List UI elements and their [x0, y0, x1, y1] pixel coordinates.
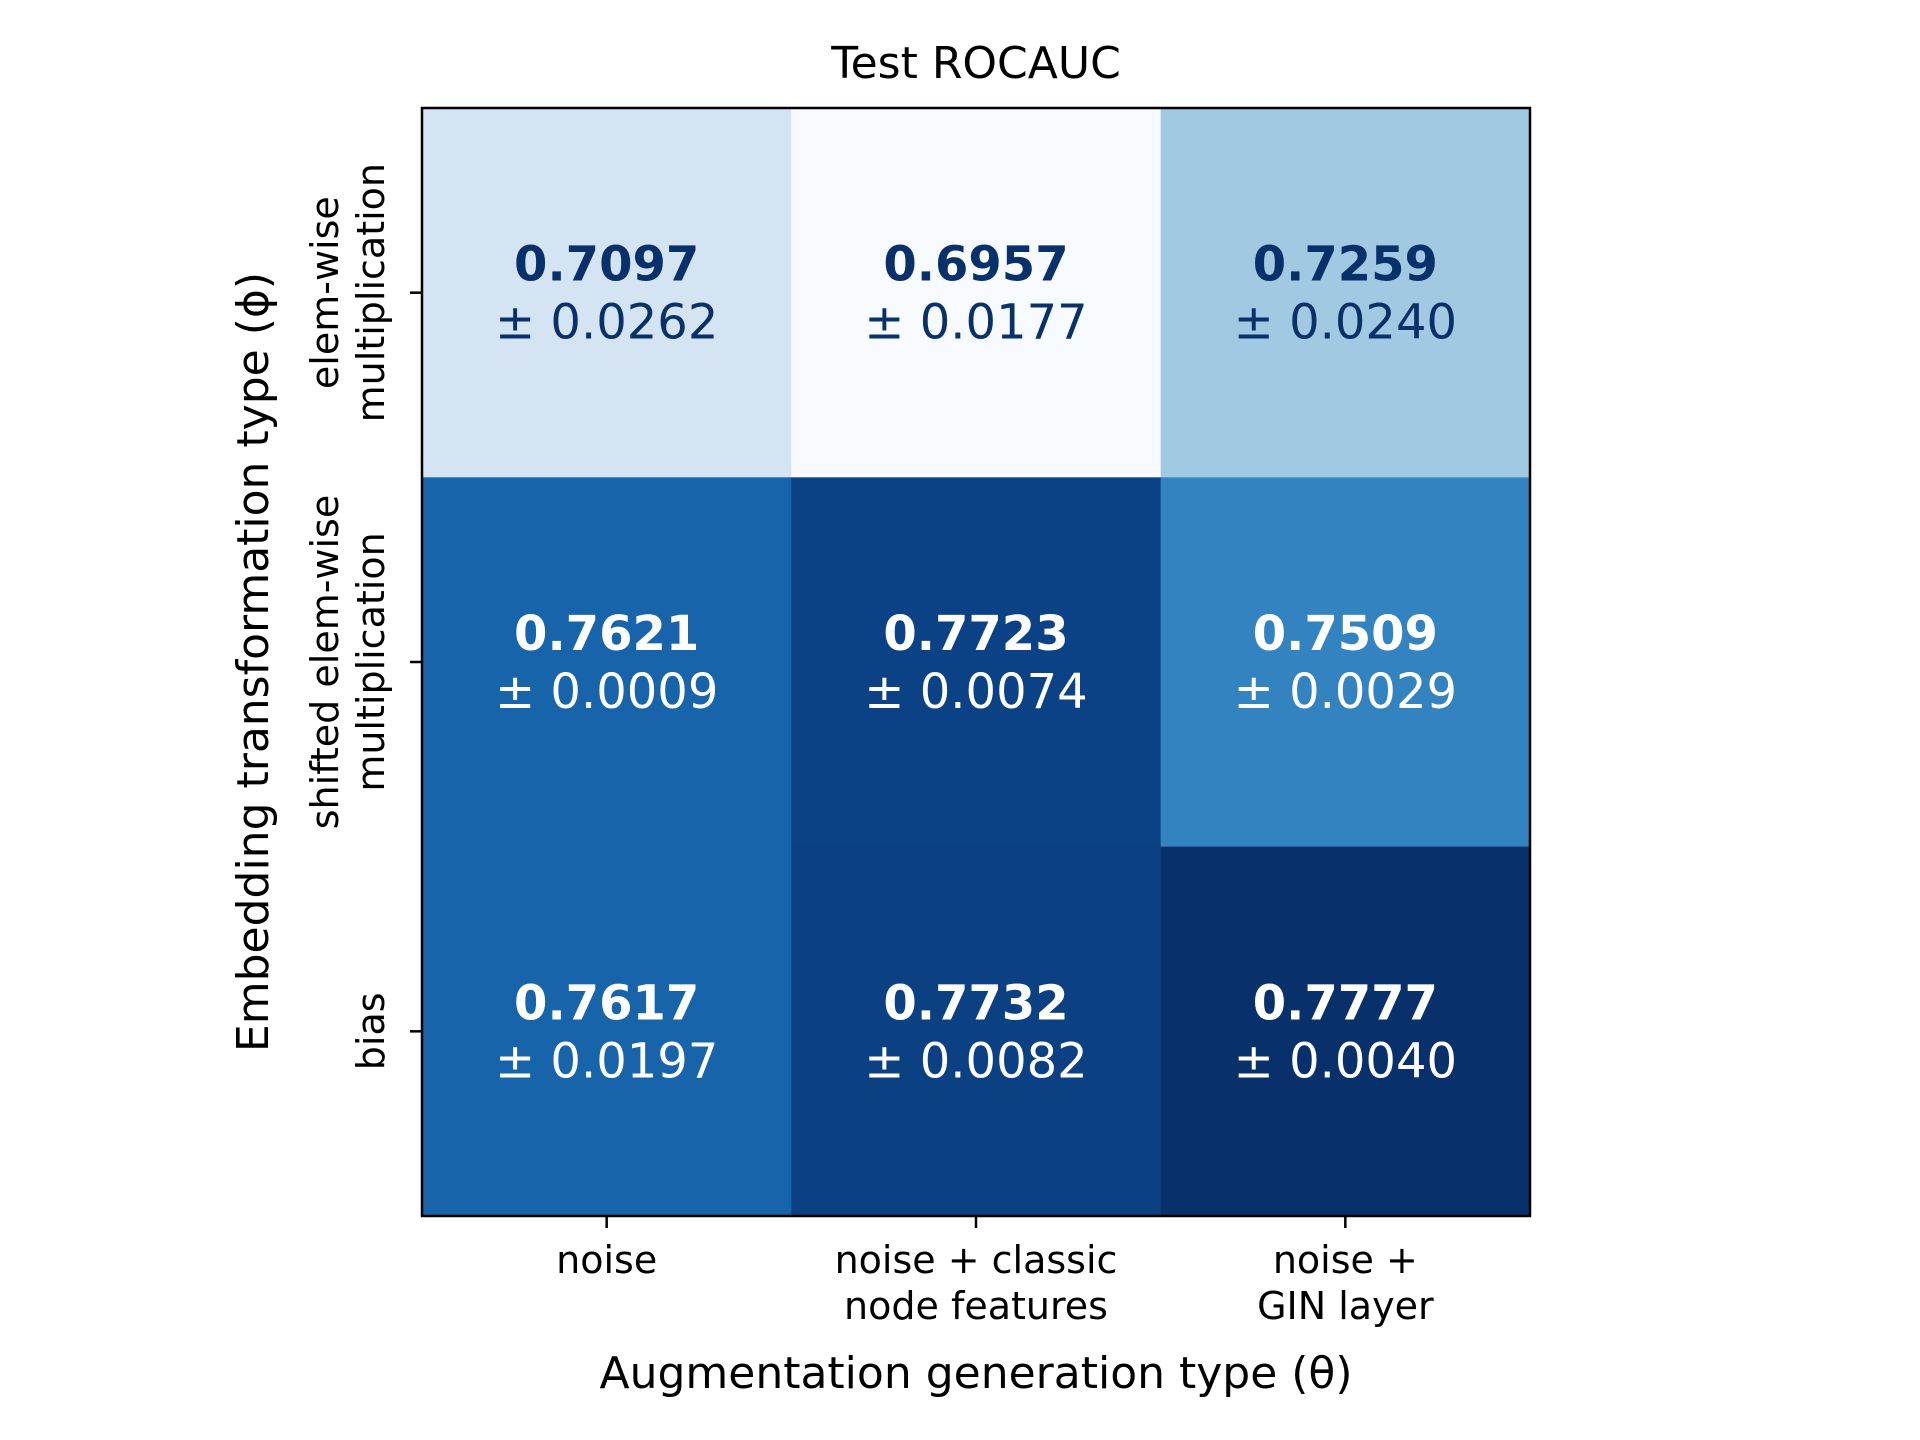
cell-mean-label: 0.7259: [1253, 237, 1438, 293]
heatmap-cell: 0.7617± 0.0197: [422, 846, 792, 1217]
cell-mean-label: 0.7777: [1253, 975, 1438, 1031]
heatmap-cell: 0.7259± 0.0240: [1160, 108, 1531, 478]
heatmap-cell-rect: [422, 477, 792, 848]
cell-mean-label: 0.7723: [883, 606, 1068, 662]
cell-std-label: ± 0.0029: [1234, 664, 1457, 720]
y-tick-label: shifted elem-wise: [303, 495, 347, 830]
heatmap-cell-rect: [422, 108, 792, 478]
cell-mean-label: 0.7732: [883, 975, 1068, 1031]
x-tick-label: GIN layer: [1257, 1284, 1434, 1328]
y-axis-label: Embedding transformation type (ϕ): [228, 272, 279, 1052]
chart-title: Test ROCAUC: [830, 38, 1121, 89]
cell-std-label: ± 0.0197: [495, 1033, 718, 1089]
heatmap-cell-rect: [1160, 108, 1531, 478]
heatmap-cell-rect: [1160, 477, 1531, 848]
heatmap-cell-rect: [791, 477, 1162, 848]
cell-mean-label: 0.7509: [1253, 606, 1438, 662]
heatmap-cell: 0.6957± 0.0177: [791, 108, 1162, 478]
cell-mean-label: 0.7621: [514, 606, 699, 662]
heatmap-cell-rect: [791, 846, 1162, 1217]
cell-std-label: ± 0.0040: [1234, 1033, 1457, 1089]
heatmap-cell: 0.7509± 0.0029: [1160, 477, 1531, 848]
cell-std-label: ± 0.0262: [495, 295, 718, 351]
x-tick-label: noise + classic: [835, 1238, 1118, 1282]
cell-std-label: ± 0.0009: [495, 664, 718, 720]
heatmap-cell: 0.7621± 0.0009: [422, 477, 792, 848]
cell-std-label: ± 0.0240: [1234, 295, 1457, 351]
y-tick-label: elem-wise: [303, 196, 347, 389]
y-tick-label: multiplication: [349, 532, 393, 791]
y-tick-label: multiplication: [349, 163, 393, 422]
cell-std-label: ± 0.0082: [864, 1033, 1087, 1089]
x-tick-label: noise: [556, 1238, 657, 1282]
heatmap-cell: 0.7097± 0.0262: [422, 108, 792, 478]
heatmap-cell-rect: [422, 846, 792, 1217]
y-tick-label: bias: [349, 992, 393, 1070]
x-axis-label: Augmentation generation type (θ): [599, 1348, 1352, 1399]
x-tick-label: node features: [844, 1284, 1108, 1328]
heatmap-cell-rect: [1160, 846, 1531, 1217]
cell-std-label: ± 0.0177: [864, 295, 1087, 351]
cell-mean-label: 0.7617: [514, 975, 699, 1031]
x-tick-label: noise +: [1273, 1238, 1418, 1282]
cell-mean-label: 0.6957: [883, 237, 1068, 293]
cell-std-label: ± 0.0074: [864, 664, 1087, 720]
heatmap-cell: 0.7732± 0.0082: [791, 846, 1162, 1217]
heatmap-cell: 0.7723± 0.0074: [791, 477, 1162, 848]
heatmap-cell-rect: [791, 108, 1162, 478]
cell-mean-label: 0.7097: [514, 237, 699, 293]
heatmap-cell: 0.7777± 0.0040: [1160, 846, 1531, 1217]
